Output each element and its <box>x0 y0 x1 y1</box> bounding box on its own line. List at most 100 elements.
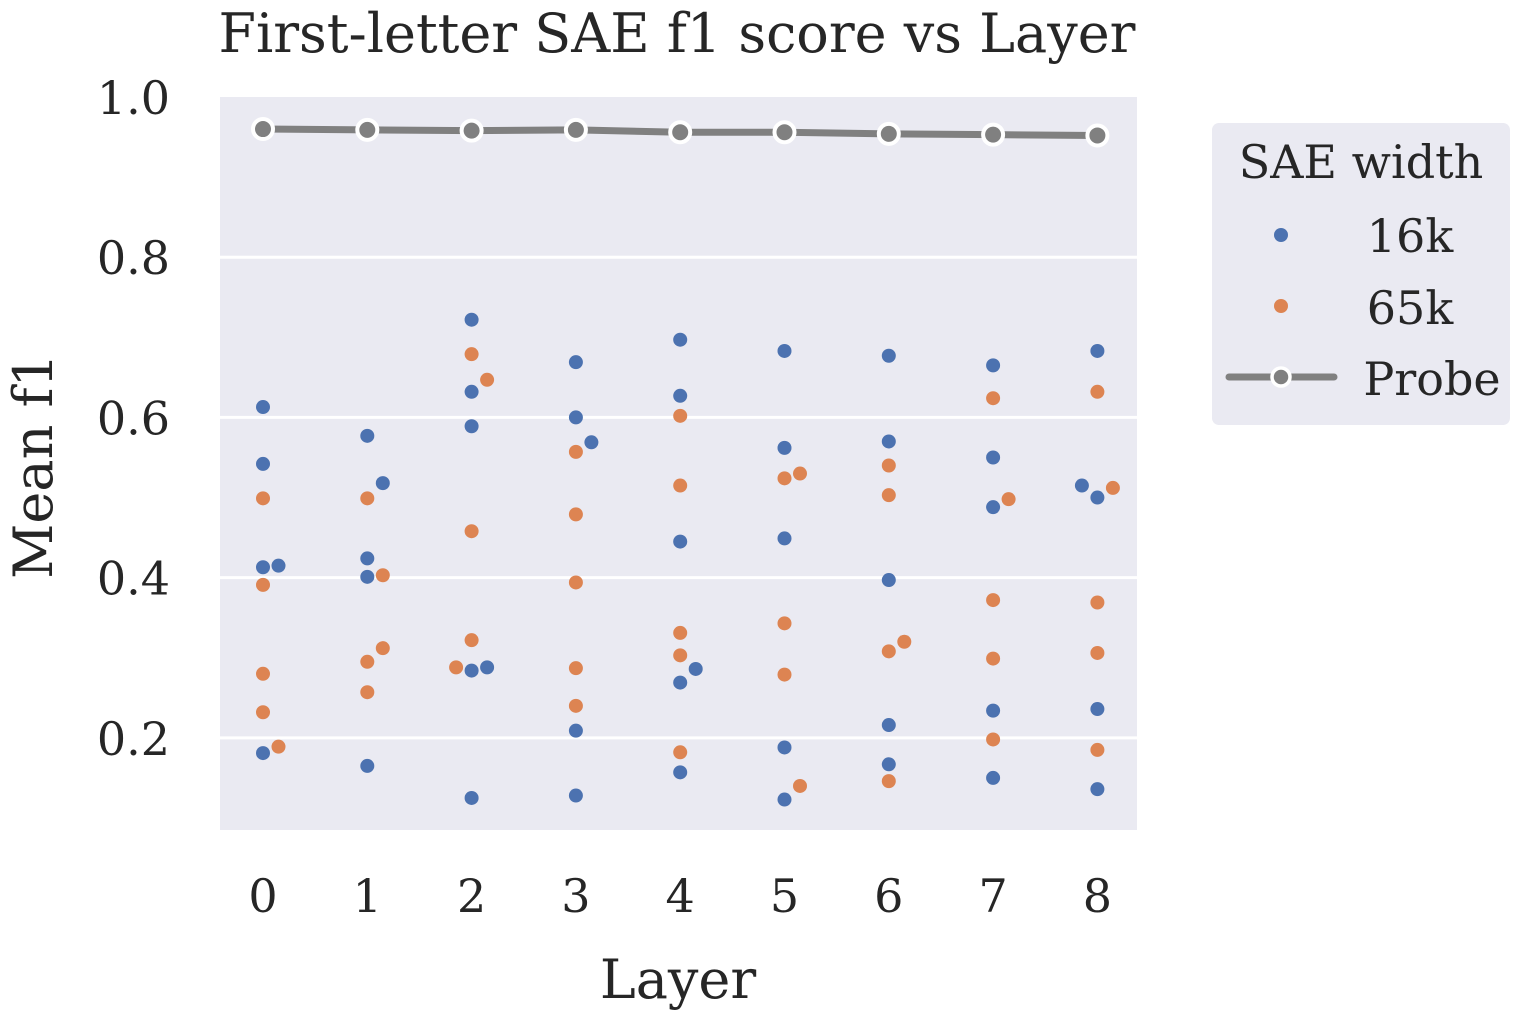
point-65k <box>271 739 286 754</box>
legend-title: SAE width <box>1239 135 1484 189</box>
point-65k <box>1090 742 1105 757</box>
point-16k <box>777 440 792 455</box>
point-16k <box>881 718 896 733</box>
point-65k <box>464 633 479 648</box>
point-16k <box>673 675 688 690</box>
point-16k <box>256 560 270 575</box>
point-16k <box>986 703 1001 718</box>
point-16k <box>360 569 375 584</box>
legend-marker-65k <box>1274 299 1288 313</box>
point-probe <box>981 122 1006 147</box>
point-probe <box>772 120 797 145</box>
point-16k <box>568 723 583 738</box>
point-16k <box>881 757 896 772</box>
point-16k <box>777 531 792 546</box>
point-65k <box>449 660 464 675</box>
point-65k <box>673 478 688 493</box>
x-axis-label: Layer <box>600 948 757 1011</box>
point-65k <box>568 698 583 713</box>
point-16k <box>360 428 375 443</box>
point-probe <box>563 117 588 142</box>
point-16k <box>568 788 583 803</box>
x-tick-label: 6 <box>874 869 903 923</box>
point-16k <box>777 343 792 358</box>
point-65k <box>375 568 390 583</box>
point-16k <box>464 663 479 678</box>
point-65k <box>568 575 583 590</box>
y-tick-label: 1.0 <box>97 71 170 125</box>
point-16k <box>1090 782 1105 797</box>
point-65k <box>256 705 270 720</box>
x-axis-ticks: 0 1 2 3 4 5 6 7 8 <box>248 869 1112 923</box>
point-65k <box>881 488 896 503</box>
sae-points <box>256 312 1120 807</box>
point-16k <box>673 332 688 347</box>
legend-label-65k: 65k <box>1367 281 1455 335</box>
point-65k <box>777 471 792 486</box>
point-16k <box>480 660 495 675</box>
point-65k <box>480 372 495 387</box>
point-65k <box>568 444 583 459</box>
chart-title: First-letter SAE f1 score vs Layer <box>219 2 1136 65</box>
point-16k <box>673 765 688 780</box>
point-16k <box>881 348 896 363</box>
point-65k <box>986 732 1001 747</box>
point-16k <box>360 551 375 566</box>
point-16k <box>881 573 896 588</box>
point-16k <box>673 388 688 403</box>
y-tick-label: 0.8 <box>97 231 170 285</box>
point-65k <box>1090 595 1105 610</box>
point-65k <box>881 644 896 659</box>
point-65k <box>360 654 375 669</box>
point-probe <box>668 120 693 145</box>
probe-series <box>251 117 1110 148</box>
point-65k <box>256 577 270 592</box>
point-16k <box>688 661 703 676</box>
point-65k <box>1001 492 1016 507</box>
point-16k <box>777 792 792 807</box>
point-65k <box>673 408 688 423</box>
point-16k <box>464 312 479 327</box>
x-tick-label: 2 <box>457 869 486 923</box>
point-65k <box>568 661 583 676</box>
y-tick-label: 0.4 <box>97 552 170 606</box>
point-65k <box>673 625 688 640</box>
point-65k <box>793 466 807 481</box>
point-65k <box>568 507 583 522</box>
point-16k <box>568 410 583 425</box>
point-16k <box>568 355 583 370</box>
point-65k <box>673 745 688 760</box>
x-tick-label: 7 <box>978 869 1007 923</box>
plot-area <box>220 97 1137 830</box>
legend: SAE width 16k 65k Probe <box>1212 123 1510 425</box>
point-65k <box>986 593 1001 608</box>
point-65k <box>1090 645 1105 660</box>
point-16k <box>584 435 599 450</box>
point-probe <box>355 117 380 142</box>
x-tick-label: 5 <box>770 869 799 923</box>
y-tick-label: 0.2 <box>97 712 170 766</box>
point-16k <box>986 358 1001 373</box>
x-tick-label: 3 <box>561 869 590 923</box>
legend-marker-probe <box>1270 366 1292 388</box>
point-65k <box>360 491 375 506</box>
x-tick-label: 0 <box>248 869 277 923</box>
y-axis-ticks: 0.2 0.4 0.6 0.8 1.0 <box>97 71 170 766</box>
point-16k <box>1074 478 1089 493</box>
point-probe <box>1085 123 1110 148</box>
point-16k <box>375 476 390 491</box>
point-16k <box>360 758 375 773</box>
point-16k <box>271 558 286 573</box>
point-65k <box>897 634 912 649</box>
point-16k <box>986 450 1001 465</box>
point-65k <box>360 685 375 700</box>
point-65k <box>464 347 479 362</box>
point-16k <box>464 419 479 434</box>
point-probe <box>876 121 901 146</box>
point-65k <box>1090 384 1105 399</box>
y-tick-label: 0.6 <box>97 391 170 445</box>
legend-marker-16k <box>1274 228 1288 242</box>
point-probe <box>459 118 484 143</box>
point-65k <box>375 641 390 656</box>
point-65k <box>986 391 1001 406</box>
